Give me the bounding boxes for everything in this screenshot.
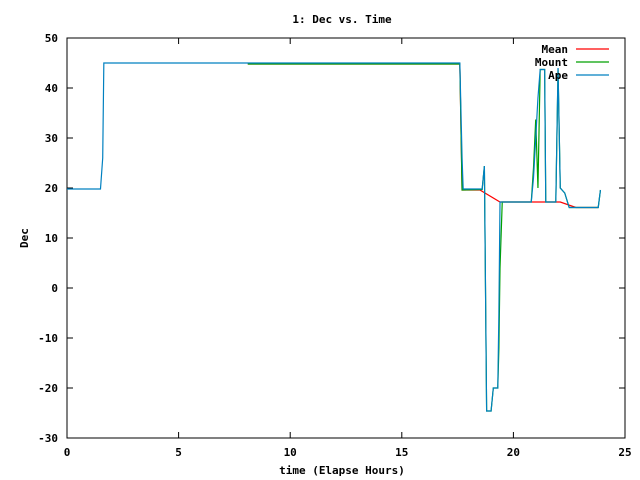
y-tick-label: 40 [45, 82, 58, 95]
chart-title: 1: Dec vs. Time [292, 13, 392, 26]
y-tick-label: -10 [38, 332, 58, 345]
series-lines [67, 62, 602, 412]
x-axis-label: time (Elapse Hours) [279, 464, 405, 477]
y-axis-label: Dec [18, 228, 31, 248]
x-tick-label: 10 [284, 446, 297, 459]
x-tick-label: 25 [618, 446, 631, 459]
legend-label: Mean [542, 43, 569, 56]
legend-label: Mount [535, 56, 568, 69]
series-line-ape [67, 62, 602, 412]
x-axis: 0 5 10 15 20 25 [64, 38, 632, 459]
x-tick-label: 20 [507, 446, 520, 459]
x-tick-label: 5 [175, 446, 182, 459]
y-tick-label: 50 [45, 32, 58, 45]
series-line-mount [247, 63, 602, 412]
y-tick-label: -30 [38, 432, 58, 445]
x-tick-label: 0 [64, 446, 71, 459]
y-tick-label: 10 [45, 232, 58, 245]
y-tick-label: 20 [45, 182, 58, 195]
y-tick-label: -20 [38, 382, 58, 395]
y-tick-label: 30 [45, 132, 58, 145]
y-axis: -30 -20 -10 0 10 20 30 40 50 [38, 32, 625, 445]
y-tick-label: 0 [51, 282, 58, 295]
legend-label: Ape [548, 69, 568, 82]
x-tick-label: 15 [395, 446, 408, 459]
plot-frame [66, 37, 626, 439]
